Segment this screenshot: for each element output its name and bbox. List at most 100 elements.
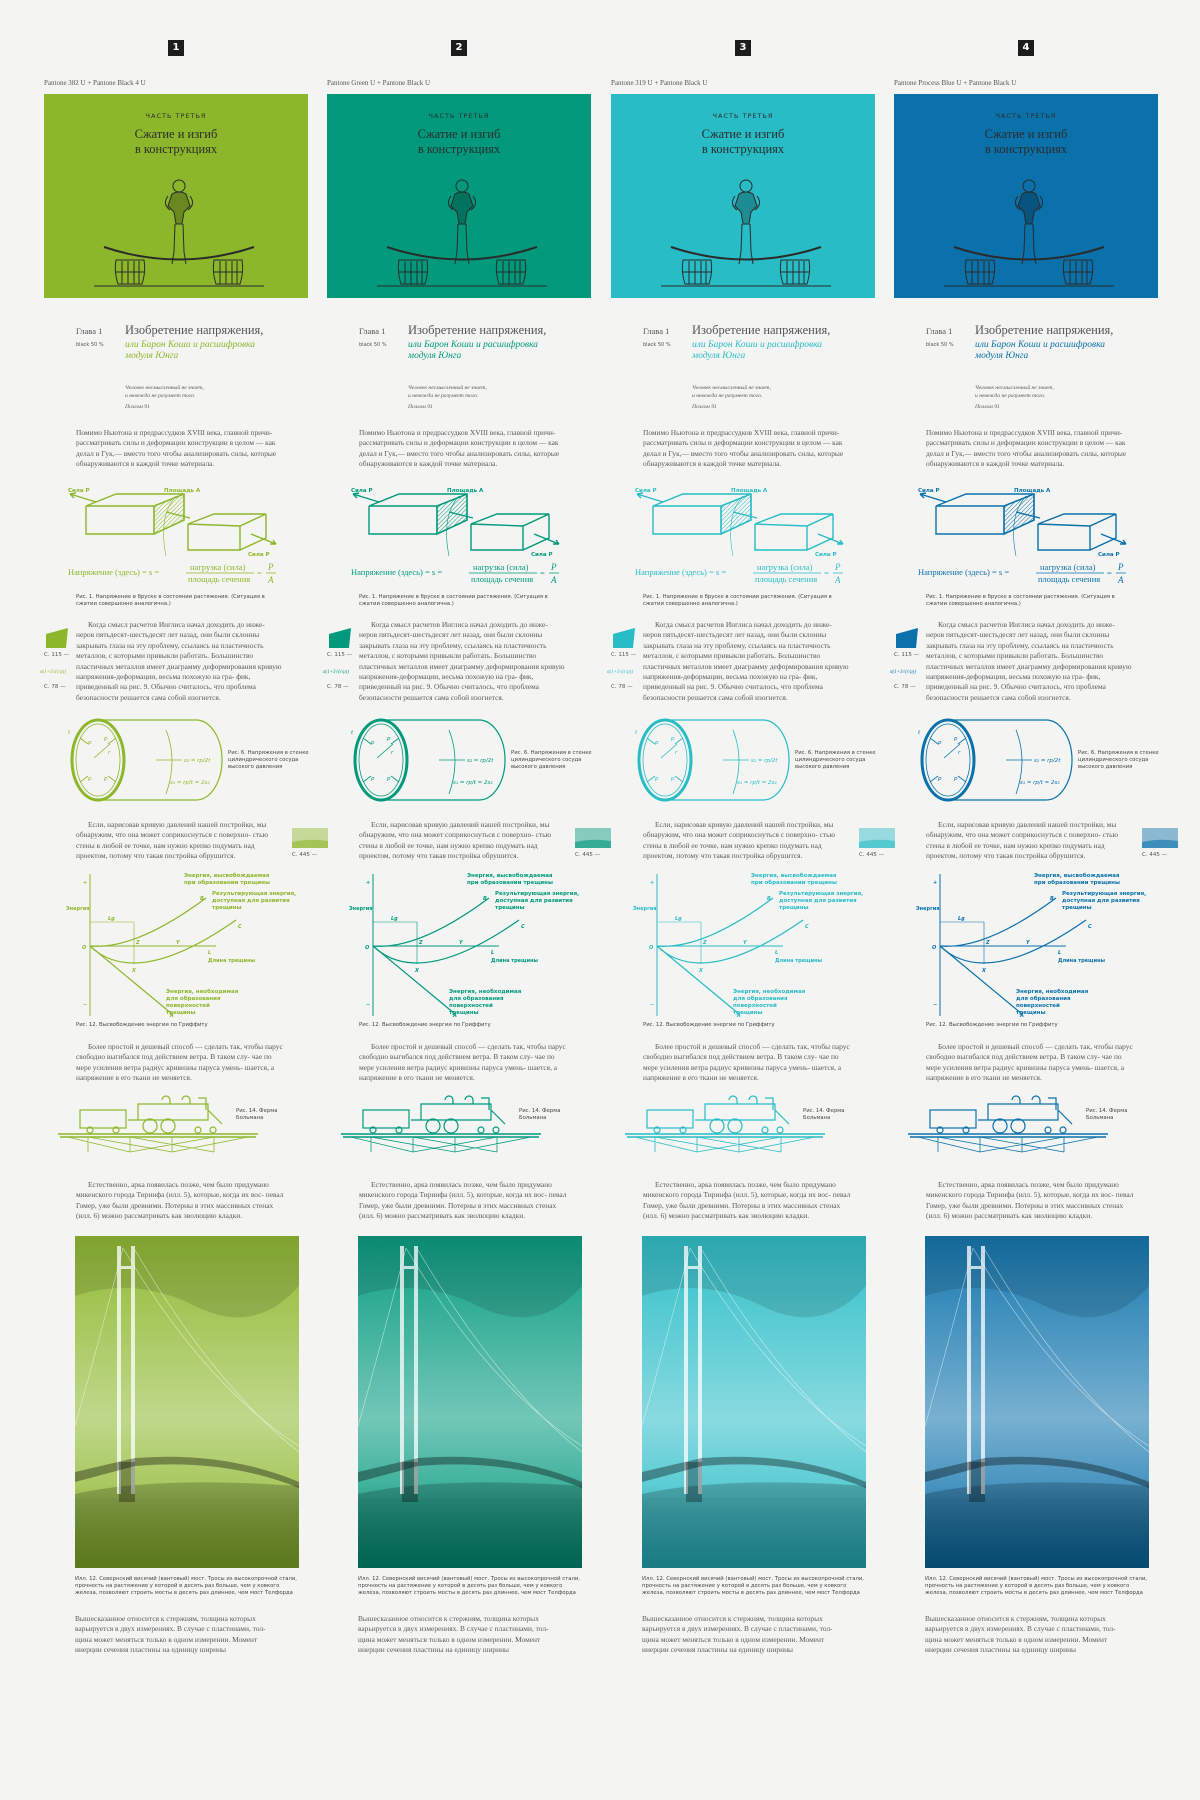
- curve-a-label: Энергия, необходимая для образования пов…: [449, 989, 522, 1016]
- photo-caption: Илл. 12. Севернский висячий (вантовый) м…: [642, 1576, 864, 1596]
- body-paragraph: Если, нарисовав кривую давлений нашей по…: [643, 820, 836, 861]
- chapter-subtitle: или Барон Коши и расшифровка модуля Юнга: [408, 340, 539, 361]
- curve-a-label: Энергия, необходимая для образования пов…: [1016, 989, 1089, 1016]
- severn-bridge-photo: [925, 1236, 1149, 1568]
- margin-formula: σ(1+3√(r/ρ)): [40, 670, 66, 675]
- part-label: ЧАСТЬ ТРЕТЬЯ: [712, 112, 774, 120]
- force-label: Сила P: [815, 552, 837, 558]
- hoop-stress-formula: s₂ = rp/2t: [1034, 758, 1061, 764]
- figure-bar-tension: Сила P Площадь A Сила P Напряжение (здес…: [68, 488, 277, 585]
- lg-label: Lg: [391, 916, 398, 922]
- epigraph-line: Человек несмысленный не знает,: [125, 385, 204, 391]
- severn-bridge-photo: [358, 1236, 582, 1568]
- ink-label: Pantone Green U + Pantone Black U: [327, 79, 431, 87]
- body-paragraph: Если, нарисовав кривую давлений нашей по…: [76, 820, 269, 861]
- margin-page-ref: С. 78 —: [894, 684, 916, 690]
- area-label: Площадь A: [731, 488, 768, 494]
- margin-thumbnail-image: [575, 828, 611, 848]
- chapter-title: Изобретение напряжения,: [125, 323, 264, 337]
- formula-eq: =: [540, 568, 545, 578]
- formula-p: P: [267, 562, 274, 572]
- hoop-stress-formula: s₂ = rp/2t: [467, 758, 494, 764]
- margin-thumbnail-image: [292, 828, 328, 848]
- point-b: B: [767, 896, 771, 902]
- y-axis-label: Энергия: [916, 906, 939, 912]
- axial-stress-formula: s₁ = rp/t = 2s₂: [170, 780, 210, 786]
- point-y: Y: [176, 940, 181, 946]
- epigraph: Человек несмысленный не знает, и невежда…: [692, 384, 771, 411]
- part-title: Сжатие и изгиб в конструкциях: [327, 127, 591, 157]
- ink-label: Pantone 382 U + Pantone Black 4 U: [44, 79, 146, 87]
- body-paragraph: Более простой и дешевый способ — сделать…: [926, 1042, 1133, 1083]
- epigraph-line: Человек несмысленный не знает,: [692, 385, 771, 391]
- force-label: Сила P: [351, 488, 373, 494]
- pressure-label: p: [87, 740, 92, 746]
- body-paragraph: Помимо Ньютона и предрассудков XVIII век…: [643, 428, 844, 469]
- part-title-line: в конструкциях: [984, 142, 1068, 156]
- barrel-right-icon: [779, 259, 811, 285]
- ink-note: black 50 %: [926, 342, 954, 348]
- part-cover: ЧАСТЬ ТРЕТЬЯ Сжатие и изгиб в конструкци…: [611, 94, 875, 298]
- point-z: Z: [135, 940, 140, 946]
- axial-stress-formula: s₁ = rp/t = 2s₂: [737, 780, 777, 786]
- margin-thumbnail-icon: [896, 628, 918, 648]
- figure-bollman-truss-locomotive: [625, 1095, 825, 1153]
- strongman-illustration: [94, 179, 264, 287]
- pressure-label: p: [386, 736, 391, 742]
- body-paragraph: Вышесказанное относится к стержням, толщ…: [75, 1614, 266, 1655]
- point-l: L: [775, 950, 778, 956]
- epigraph-line: и невежда не разумеет того.: [408, 393, 479, 399]
- figure-pressure-vessel: t p p p p r s₂ = rp/2t s₁ = rp/t = 2s₂: [918, 718, 1073, 802]
- epigraph-line: Человек несмысленный не знает,: [975, 385, 1054, 391]
- part-label: ЧАСТЬ ТРЕТЬЯ: [428, 112, 490, 120]
- chapter-label: Глава 1: [926, 326, 953, 336]
- formula-eq: =: [257, 568, 262, 578]
- figure-pressure-vessel: t p p p p r s₂ = rp/2t s₁ = rp/t = 2s₂: [635, 718, 790, 802]
- part-title-line: в конструкциях: [701, 142, 785, 156]
- figure-caption: Рис. 12. Высвобождение энергии по Гриффи…: [359, 1022, 491, 1028]
- figure-caption: Рис. 14. Ферма Больмана: [519, 1108, 561, 1121]
- formula-denominator: площадь сечения: [188, 574, 250, 584]
- formula-denominator: площадь сечения: [471, 574, 533, 584]
- formula-denominator: площадь сечения: [1038, 574, 1100, 584]
- thickness-label: t: [918, 730, 921, 736]
- figure-caption: Рис. 1. Напряжение в бруске в состоянии …: [643, 594, 832, 607]
- chapter-subtitle: или Барон Коши и расшифровка модуля Юнга: [125, 340, 256, 361]
- x-axis-label: Длина трещины: [208, 958, 256, 964]
- body-paragraph: Более простой и дешевый способ — сделать…: [359, 1042, 566, 1083]
- part-title-line: Сжатие и изгиб: [417, 127, 501, 141]
- point-x: X: [414, 968, 420, 974]
- epigraph: Человек несмысленный не знает, и невежда…: [125, 384, 204, 411]
- axis-minus: −: [366, 1002, 370, 1008]
- origin-label: O: [82, 945, 87, 951]
- body-paragraph: Более простой и дешевый способ — сделать…: [76, 1042, 283, 1083]
- margin-page-ref: С. 445 —: [859, 852, 885, 858]
- body-paragraph: Если, нарисовав кривую давлений нашей по…: [359, 820, 552, 861]
- ink-note: black 50 %: [359, 342, 387, 348]
- body-paragraph: Естественно, арка появилась позже, чем б…: [359, 1180, 567, 1221]
- variant-number-badge: 1: [168, 40, 184, 56]
- body-paragraph: Естественно, арка появилась позже, чем б…: [926, 1180, 1134, 1221]
- formula-p: P: [550, 562, 557, 572]
- formula-eq: =: [824, 568, 829, 578]
- axis-plus: +: [366, 880, 370, 886]
- part-title-line: Сжатие и изгиб: [134, 127, 218, 141]
- point-l: L: [208, 950, 211, 956]
- part-title-line: Сжатие и изгиб: [984, 127, 1068, 141]
- axial-stress-formula: s₁ = rp/t = 2s₂: [453, 780, 493, 786]
- figure-caption: Рис. 14. Ферма Больмана: [1086, 1108, 1128, 1121]
- epigraph-line: и невежда не разумеет того.: [975, 393, 1046, 399]
- formula-p: P: [1117, 562, 1124, 572]
- epigraph-source: Псалом 91: [408, 404, 433, 410]
- epigraph-line: и невежда не разумеет того.: [692, 393, 763, 399]
- curve-b-label: Энергия, высвобождаемая при образовании …: [467, 873, 553, 886]
- figure-caption: Рис. 12. Высвобождение энергии по Гриффи…: [643, 1022, 775, 1028]
- body-paragraph: Когда смысл расчетов Инглиса начал доход…: [926, 620, 1132, 702]
- formula-a: A: [1117, 575, 1124, 585]
- body-paragraph: Помимо Ньютона и предрассудков XVIII век…: [926, 428, 1127, 469]
- margin-page-ref: С. 445 —: [575, 852, 601, 858]
- barrel-left-icon: [681, 259, 713, 285]
- formula-lhs: Напряжение (здесь) = s =: [918, 567, 1009, 577]
- margin-thumbnail-icon: [613, 628, 635, 648]
- formula-a: A: [550, 575, 557, 585]
